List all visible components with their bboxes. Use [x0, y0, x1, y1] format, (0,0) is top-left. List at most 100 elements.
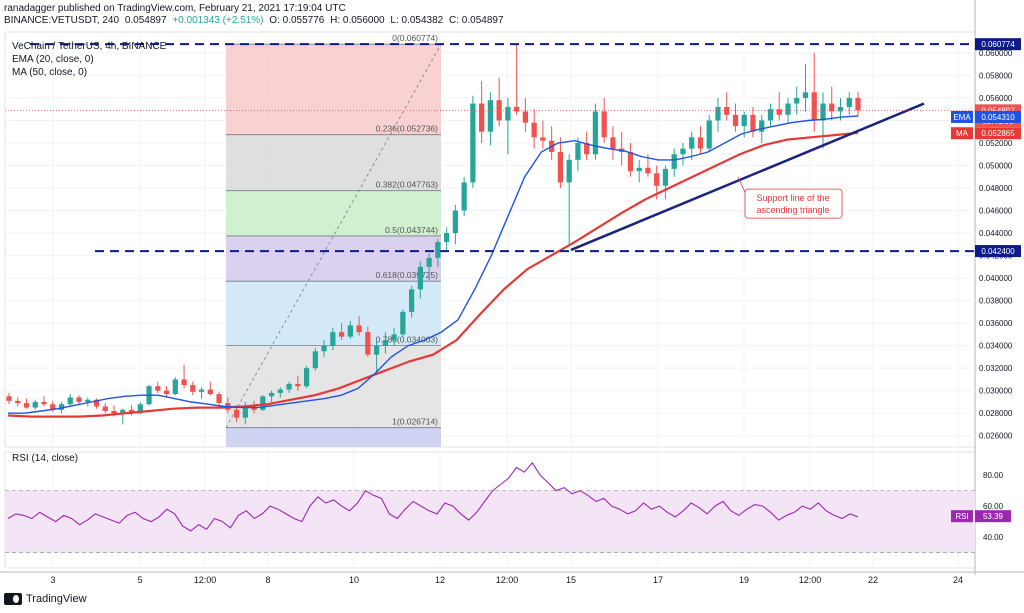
price-change: +0.001343 (+2.51%) [172, 15, 264, 26]
ema-20-line [8, 115, 859, 414]
axis-price-text: 0.042400 [981, 247, 1015, 256]
candle-body [268, 392, 275, 397]
candle-body [382, 340, 388, 346]
candle-body [566, 159, 572, 183]
candle-body [636, 167, 642, 172]
candle-body [645, 167, 651, 174]
candle-body [137, 404, 143, 414]
tradingview-logo-icon [4, 593, 22, 605]
candle-body [76, 397, 82, 402]
y-tick-label: 0.060000 [979, 49, 1013, 58]
y-tick-label: 0.030000 [979, 387, 1013, 396]
x-tick-label: 12:00 [194, 575, 217, 585]
candle-body [680, 148, 686, 155]
candle-body [732, 114, 739, 127]
candle-body [461, 182, 467, 211]
candle-body [452, 210, 459, 234]
candle-body [741, 114, 747, 127]
candle-body [522, 111, 529, 123]
ohlc-high: H: 0.056000 [330, 15, 385, 26]
support-trendline [570, 102, 925, 252]
candle-body [487, 100, 494, 132]
candle-body [505, 106, 511, 121]
candle-body [785, 103, 791, 115]
x-tick-label: 3 [50, 575, 55, 585]
fib-level-label: 0(0.060774) [392, 33, 438, 43]
y-tick-label: 0.036000 [979, 319, 1013, 328]
axis-tag-box [951, 127, 973, 140]
candle-body [435, 242, 441, 258]
candle-body [855, 97, 861, 111]
candle-body [479, 103, 485, 132]
axis-price-text: 0.060774 [981, 40, 1015, 49]
candle-body [216, 394, 222, 404]
footer-brand: TradingView [26, 593, 87, 605]
candle-body [610, 137, 616, 149]
candle-body [190, 385, 196, 392]
candle-body [207, 389, 213, 395]
candle-body [365, 332, 371, 355]
candle-body [93, 399, 100, 407]
candle-body [584, 142, 590, 155]
candle-body [540, 137, 546, 141]
ma-50-line [7, 131, 859, 418]
footer: TradingView [4, 593, 87, 605]
candle-body [312, 351, 318, 369]
y-tick-label: 0.028000 [979, 409, 1013, 418]
candle-body [295, 383, 301, 387]
candle-body [6, 396, 12, 401]
candle-body [557, 151, 564, 183]
candle-body [15, 400, 21, 404]
candle-body [32, 401, 38, 408]
axis-price-text: 0.054310 [981, 113, 1015, 122]
ohlc-low: L: 0.054382 [390, 15, 444, 26]
candle-body [23, 403, 30, 408]
x-tick-label: 24 [953, 575, 963, 585]
candle-body [155, 386, 161, 391]
rsi-tag-box [951, 510, 973, 523]
candle-body [627, 151, 634, 172]
rsi-legend: RSI (14, close) [12, 453, 79, 464]
x-tick-label: 22 [868, 575, 878, 585]
annotation-text-2: ascending triangle [756, 205, 829, 215]
candle-body [829, 103, 835, 112]
y-tick-label: 0.048000 [979, 184, 1013, 193]
fib-level-label: 0.382(0.047763) [376, 180, 439, 190]
candle-body [496, 100, 502, 121]
y-tick-label: 0.058000 [979, 71, 1013, 80]
fib-zone [226, 44, 441, 135]
candle-body [662, 168, 669, 186]
candle-body [391, 334, 397, 341]
y-tick-label: 0.040000 [979, 274, 1013, 283]
axis-price-box [975, 110, 1021, 123]
candle-body [426, 257, 432, 267]
candle-body [689, 137, 695, 149]
candle-body [820, 103, 826, 121]
y-tick-label: 0.026000 [979, 432, 1013, 441]
fib-level-label: 0.236(0.052736) [376, 124, 439, 134]
candle-body [514, 106, 520, 112]
rsi-tick-label: 60.00 [983, 502, 1004, 511]
candle-body [417, 266, 423, 290]
candle-body [303, 368, 310, 387]
candle-body [715, 106, 721, 121]
candle-body [338, 332, 345, 337]
y-tick-label: 0.032000 [979, 364, 1013, 373]
candle-body [50, 404, 56, 410]
candle-body [277, 389, 283, 393]
y-tick-label: 0.034000 [979, 342, 1013, 351]
y-tick-label: 0.050000 [979, 161, 1013, 170]
candle-body [400, 311, 406, 335]
y-tick-label: 0.046000 [979, 207, 1013, 216]
x-tick-label: 12 [435, 575, 445, 585]
y-tick-label: 0.044000 [979, 229, 1013, 238]
x-tick-label: 12:00 [799, 575, 822, 585]
candle-body [575, 142, 581, 160]
candle-body [408, 289, 415, 312]
candle-body [286, 383, 292, 390]
candle-body [470, 103, 476, 183]
candle-body [233, 409, 240, 418]
x-tick-label: 10 [349, 575, 359, 585]
candle-body [846, 97, 852, 107]
candle-body [41, 401, 47, 405]
